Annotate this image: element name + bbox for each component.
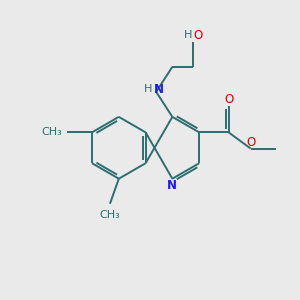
Text: H: H xyxy=(184,30,192,40)
Text: CH₃: CH₃ xyxy=(100,210,120,220)
Text: O: O xyxy=(246,136,255,148)
Text: N: N xyxy=(154,83,164,96)
Text: O: O xyxy=(224,93,233,106)
Text: N: N xyxy=(167,179,177,192)
Text: H: H xyxy=(144,85,152,94)
Text: CH₃: CH₃ xyxy=(41,127,62,137)
Text: O: O xyxy=(194,29,203,42)
